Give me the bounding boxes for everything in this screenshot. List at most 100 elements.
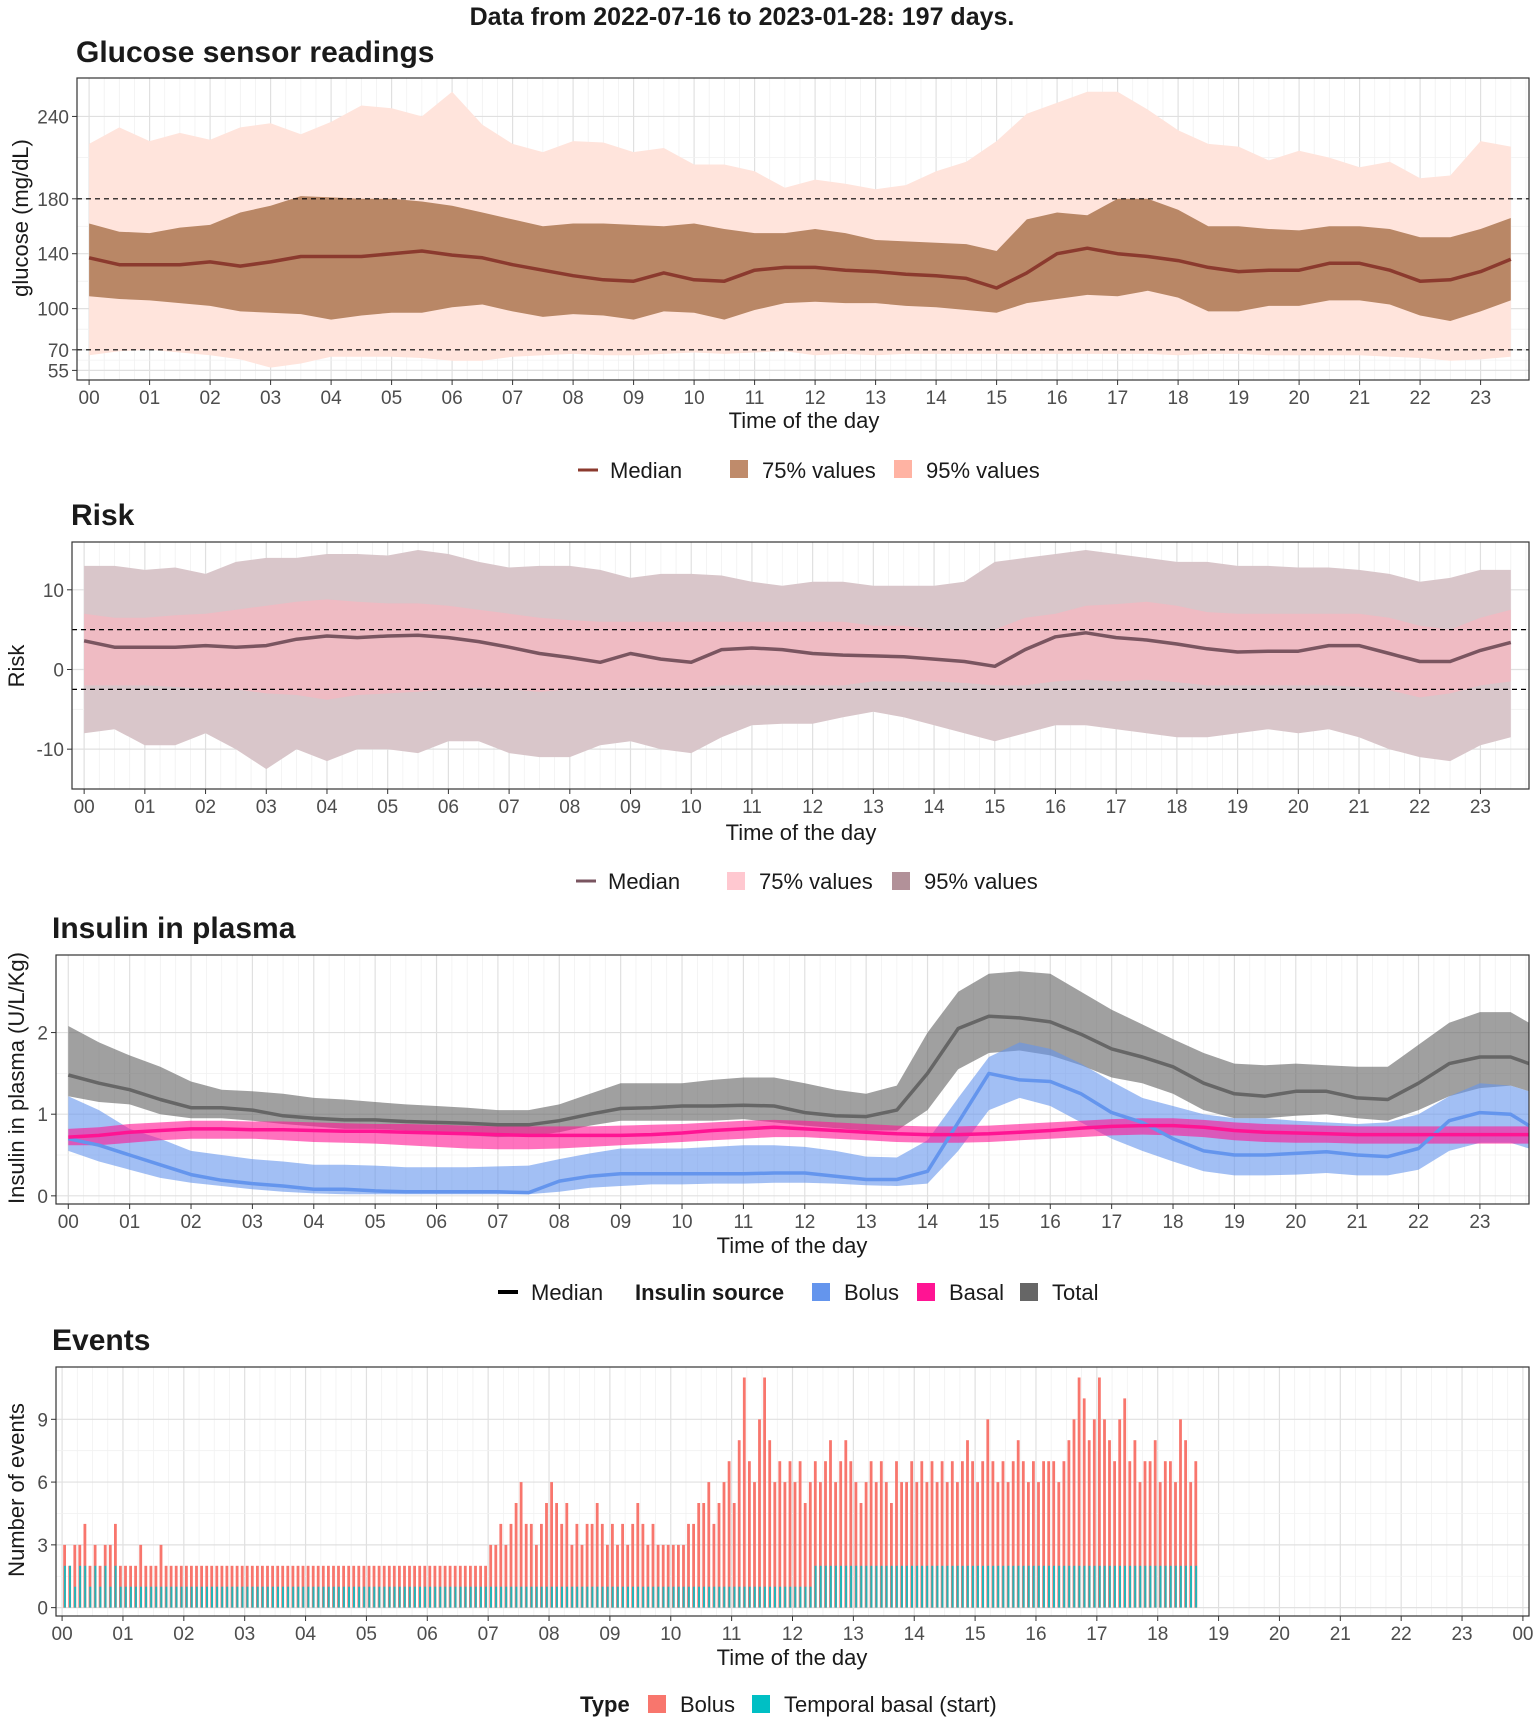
- glucose-75-band: [89, 196, 1511, 321]
- temp-basal-event-bar: [616, 1586, 619, 1608]
- risk-x-tick-label: 22: [1409, 797, 1430, 818]
- events-y-tick-label: 0: [37, 1599, 48, 1620]
- temp-basal-event-bar: [540, 1586, 543, 1608]
- temp-basal-event-bar: [637, 1586, 640, 1608]
- temp-basal-event-bar: [733, 1586, 736, 1608]
- temp-basal-event-bar: [865, 1565, 868, 1608]
- temp-basal-event-bar: [763, 1586, 766, 1608]
- temp-basal-event-bar: [647, 1586, 650, 1608]
- temp-basal-event-bar: [971, 1565, 974, 1608]
- temp-basal-event-bar: [667, 1586, 670, 1608]
- temp-basal-event-bar: [718, 1586, 721, 1608]
- bolus-event-bar: [600, 1523, 604, 1608]
- glucose-panel-title: Glucose sensor readings: [76, 36, 434, 69]
- temp-basal-event-bar: [875, 1565, 878, 1608]
- glucose-y-tick-label: 55: [48, 361, 69, 382]
- temp-basal-event-bar: [74, 1586, 77, 1608]
- total-band: [68, 971, 1529, 1138]
- temp-basal-event-bar: [845, 1565, 848, 1608]
- temp-basal-event-bar: [1073, 1565, 1076, 1608]
- temp-basal-event-bar: [829, 1565, 832, 1608]
- temp-basal-event-bar: [1124, 1565, 1126, 1608]
- bolus-event-bar: [879, 1461, 883, 1608]
- temp-basal-event-bar: [282, 1586, 284, 1608]
- bolus-event-bar: [1016, 1440, 1020, 1608]
- temp-basal-event-bar: [89, 1586, 92, 1608]
- temp-basal-event-bar: [1037, 1565, 1040, 1608]
- temp-basal-event-bar: [642, 1586, 645, 1608]
- events-x-tick-label: 04: [295, 1624, 317, 1645]
- temp-basal-event-bar: [794, 1586, 797, 1608]
- risk-x-tick-label: 16: [1045, 797, 1066, 818]
- temp-basal-event-bar: [905, 1565, 908, 1608]
- insulin-x-tick-label: 23: [1469, 1212, 1490, 1233]
- events-x-tick-label: 08: [538, 1624, 559, 1645]
- bolus-event-bar: [580, 1544, 584, 1608]
- temp-basal-event-bar: [591, 1586, 594, 1608]
- bolus-event-bar: [570, 1544, 574, 1608]
- temp-basal-event-bar: [1083, 1565, 1086, 1608]
- temp-basal-event-bar: [1053, 1565, 1055, 1608]
- bolus-event-bar: [905, 1482, 908, 1608]
- bolus-event-bar: [504, 1544, 508, 1608]
- insulin-x-tick-label: 10: [671, 1212, 692, 1233]
- insulin-legend-basal-key: [917, 1283, 935, 1301]
- temp-basal-event-bar: [1103, 1565, 1106, 1608]
- glucose-y-tick-label: 180: [37, 190, 69, 211]
- temp-basal-event-bar: [99, 1586, 102, 1608]
- temp-basal-event-bar: [966, 1565, 969, 1608]
- risk-plot-area: 00 01 02 03 04 05 06 07 08 09 10 11 12 13 14 15 16 17 18 19…: [37, 541, 1530, 818]
- temp-basal-event-bar: [774, 1586, 776, 1608]
- temp-basal-event-bar: [581, 1586, 584, 1608]
- events-legend-title: Type: [580, 1692, 630, 1717]
- glucose-x-tick-label: 01: [139, 388, 160, 409]
- temp-basal-event-bar: [1113, 1565, 1116, 1608]
- temp-basal-event-bar: [921, 1565, 924, 1608]
- bolus-event-bar: [778, 1461, 782, 1608]
- glucose-x-tick-label: 03: [260, 388, 281, 409]
- temp-basal-event-bar: [109, 1586, 112, 1608]
- temp-basal-event-bar: [449, 1586, 452, 1608]
- temp-basal-event-bar: [753, 1586, 756, 1608]
- temp-basal-event-bar: [1088, 1565, 1091, 1608]
- temp-basal-event-bar: [662, 1586, 665, 1608]
- insulin-legend-bolus-key: [812, 1283, 830, 1301]
- temp-basal-event-bar: [713, 1586, 716, 1608]
- temp-basal-event-bar: [956, 1565, 959, 1608]
- glucose-y-axis-label: glucose (mg/dL): [8, 139, 33, 297]
- bolus-event-bar: [1184, 1440, 1187, 1608]
- risk-x-tick-label: 00: [74, 797, 95, 818]
- temp-basal-event-bar: [738, 1586, 741, 1608]
- insulin-x-tick-label: 03: [242, 1212, 263, 1233]
- temp-basal-event-bar: [1017, 1565, 1020, 1608]
- temp-basal-event-bar: [779, 1586, 782, 1608]
- glucose-x-tick-label: 12: [805, 388, 826, 409]
- bolus-event-bar: [575, 1523, 579, 1608]
- risk-panel-title: Risk: [71, 499, 135, 532]
- temp-basal-event-bar: [211, 1586, 213, 1608]
- temp-basal-event-bar: [1154, 1565, 1157, 1608]
- bolus-event-bar: [606, 1544, 609, 1608]
- bolus-event-bar: [1011, 1461, 1015, 1608]
- bolus-event-bar: [499, 1523, 503, 1608]
- bolus-event-bar: [666, 1544, 670, 1608]
- temp-basal-event-bar: [561, 1586, 563, 1608]
- bolus-event-bar: [114, 1523, 117, 1608]
- temp-basal-event-bar: [348, 1586, 350, 1608]
- temp-basal-event-bar: [677, 1586, 680, 1608]
- bolus-event-bar: [844, 1440, 848, 1608]
- temp-basal-event-bar: [1022, 1565, 1025, 1608]
- temp-basal-event-bar: [69, 1565, 71, 1608]
- temp-basal-event-bar: [145, 1586, 148, 1608]
- bolus-event-bar: [565, 1503, 569, 1608]
- temp-basal-event-bar: [175, 1586, 178, 1608]
- temp-basal-event-bar: [1048, 1565, 1050, 1608]
- temp-basal-event-bar: [1164, 1565, 1167, 1608]
- temp-basal-event-bar: [246, 1586, 249, 1608]
- temp-basal-event-bar: [1139, 1565, 1142, 1608]
- bolus-event-bar: [1143, 1461, 1147, 1608]
- bolus-event-bar: [1158, 1482, 1162, 1608]
- temp-basal-event-bar: [160, 1586, 163, 1608]
- risk-legend-75-key: [727, 872, 745, 890]
- risk-x-tick-label: 23: [1470, 797, 1491, 818]
